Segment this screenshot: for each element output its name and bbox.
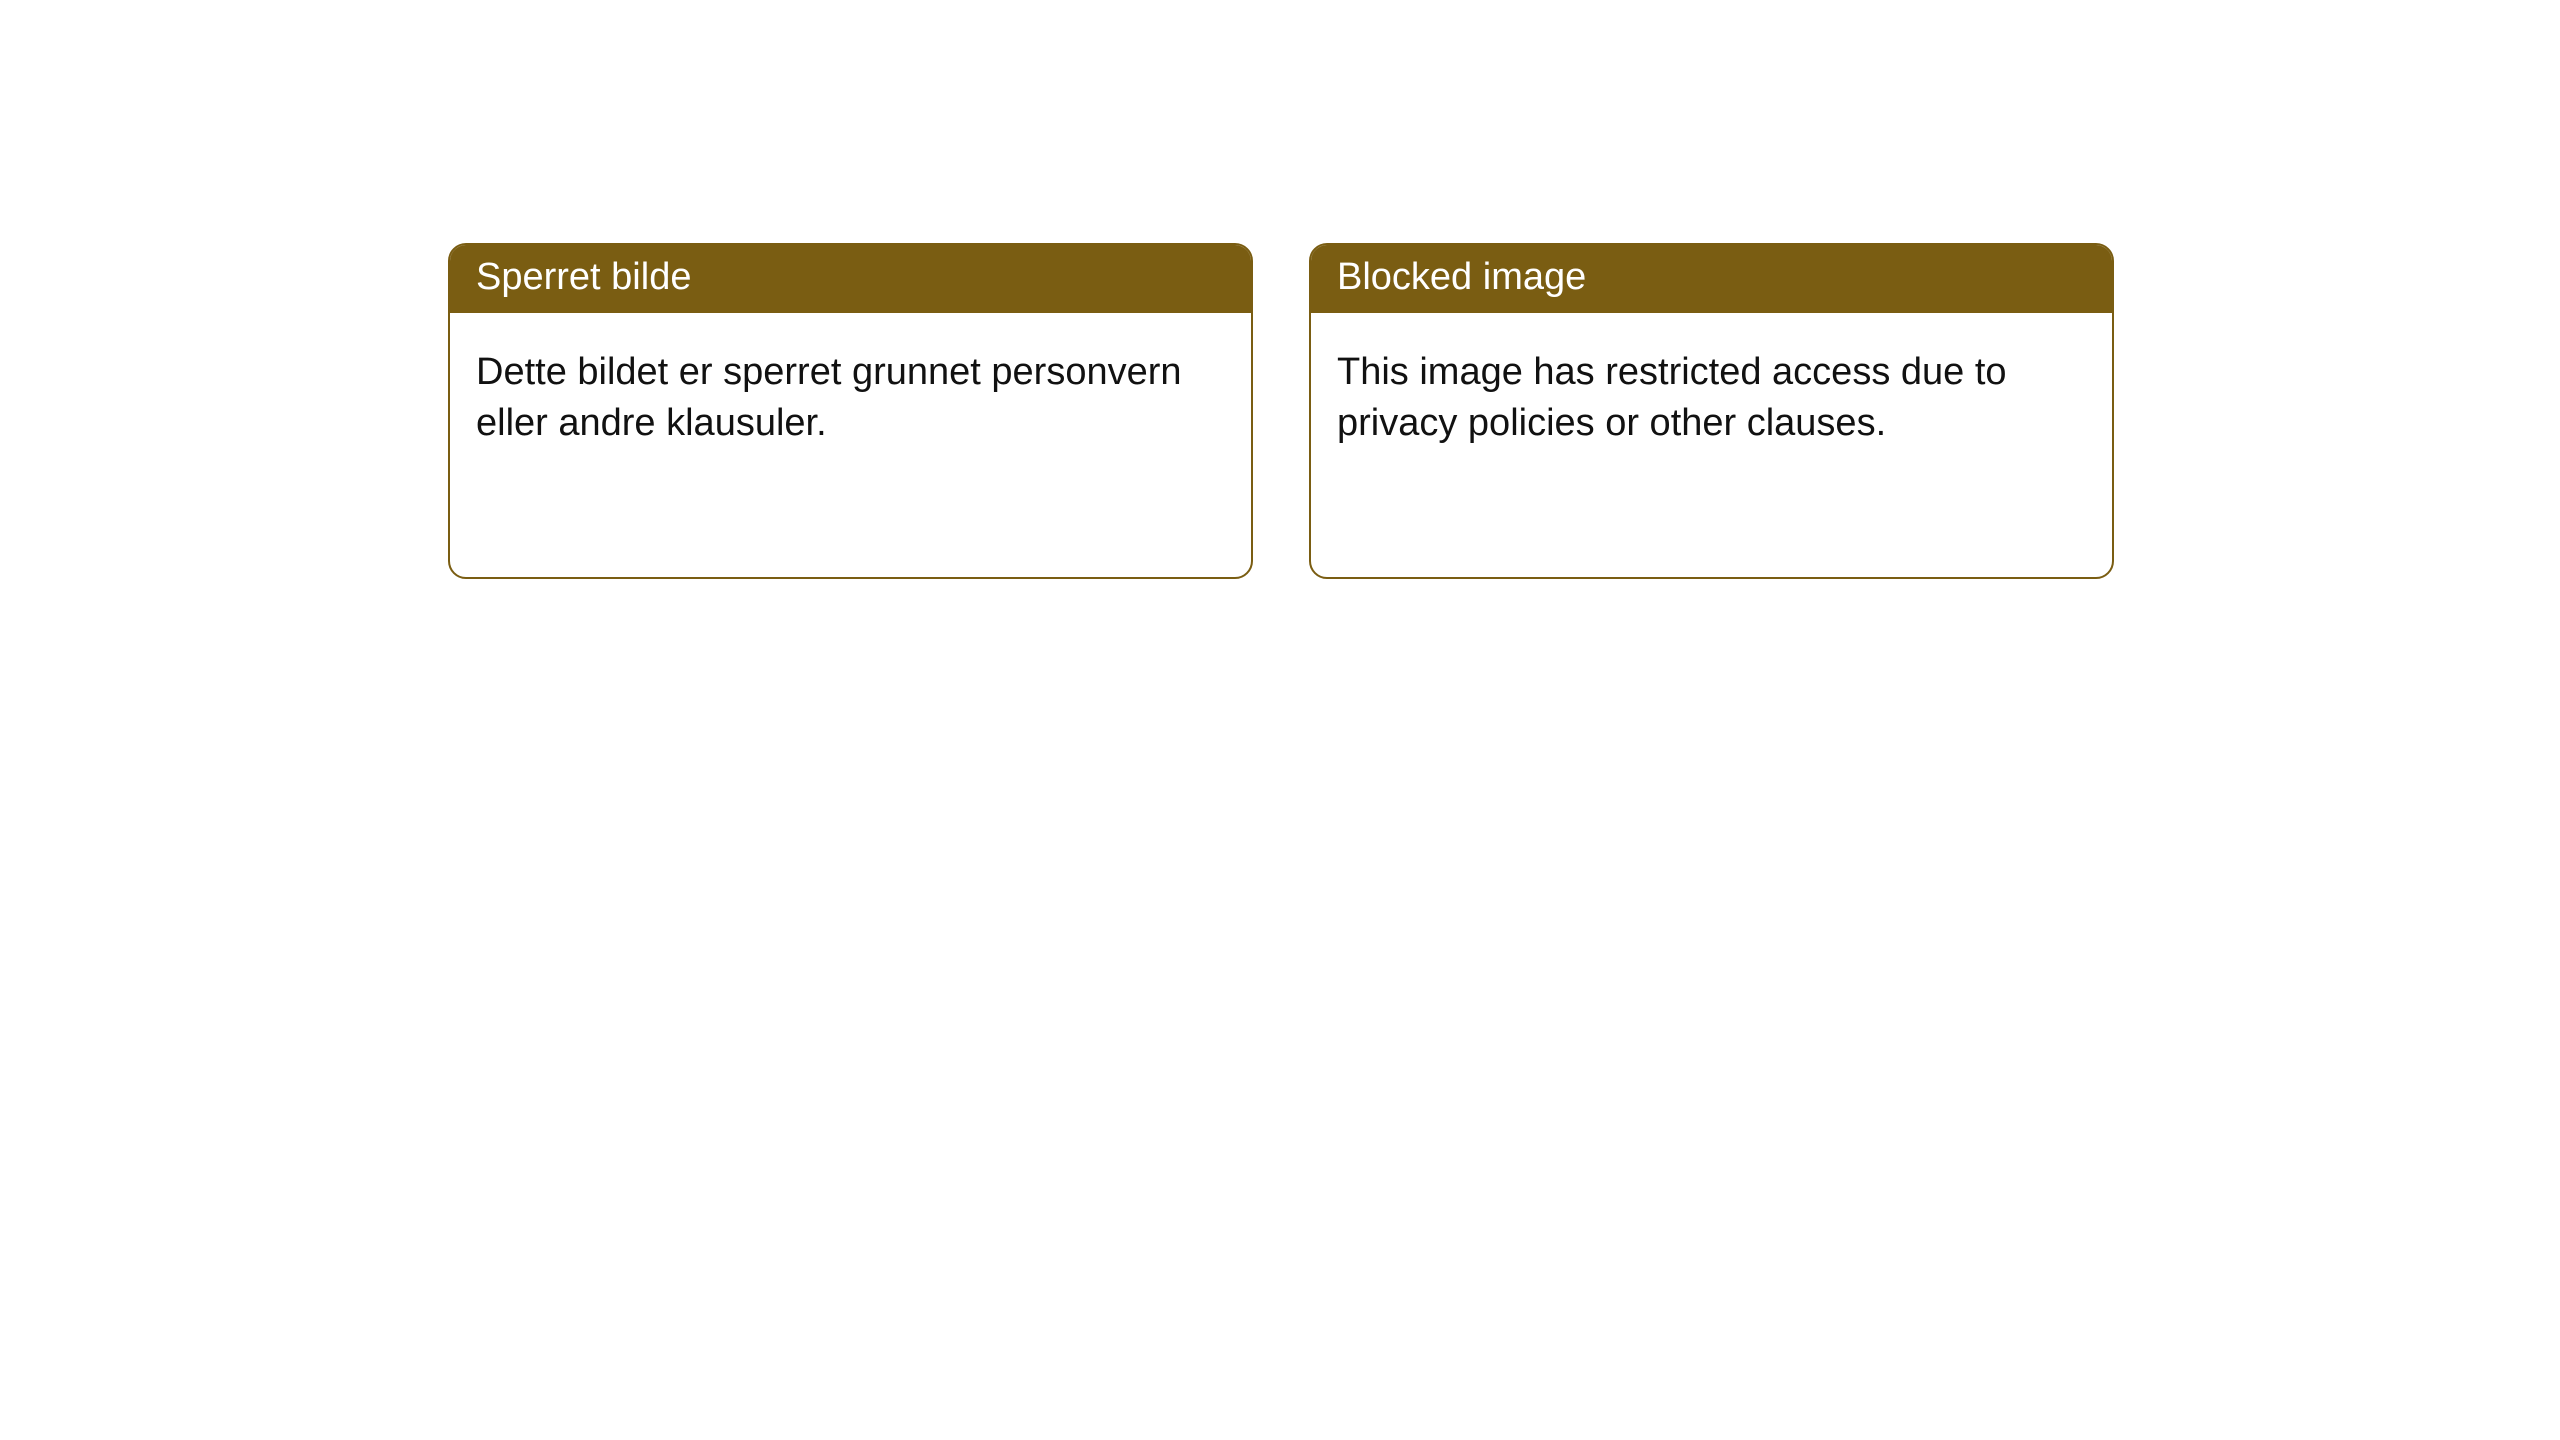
notice-title: Blocked image	[1337, 256, 1586, 298]
notice-body: This image has restricted access due to …	[1311, 313, 2112, 484]
notice-card-en: Blocked image This image has restricted …	[1309, 243, 2114, 579]
notice-text: This image has restricted access due to …	[1337, 351, 2007, 444]
notice-title: Sperret bilde	[476, 256, 691, 298]
notice-card-no: Sperret bilde Dette bildet er sperret gr…	[448, 243, 1253, 579]
notice-body: Dette bildet er sperret grunnet personve…	[450, 313, 1251, 484]
notice-container: Sperret bilde Dette bildet er sperret gr…	[0, 0, 2560, 579]
notice-header: Sperret bilde	[450, 245, 1251, 313]
notice-text: Dette bildet er sperret grunnet personve…	[476, 351, 1182, 444]
notice-header: Blocked image	[1311, 245, 2112, 313]
